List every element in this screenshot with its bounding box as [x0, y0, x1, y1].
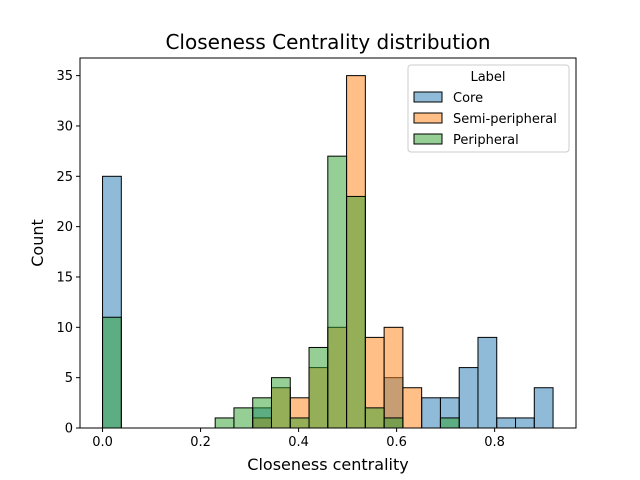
x-tick-label: 0.8: [484, 435, 505, 450]
legend-label-peripheral: Peripheral: [453, 133, 519, 148]
bar-peripheral-bin-12: [327, 155, 348, 429]
legend-title: Label: [470, 70, 505, 85]
legend-swatch-semi-peripheral: [413, 112, 443, 124]
legend-swatch-peripheral: [413, 133, 443, 145]
x-ticks: 0.0 0.2 0.4 0.6 0.8: [92, 428, 505, 450]
x-tick-label: 0.6: [386, 435, 407, 450]
bar-peripheral-bin-14: [364, 407, 385, 429]
bar-peripheral-bin-10: [289, 417, 310, 429]
bar-core-bin-23: [533, 387, 554, 429]
bar-core-bin-19: [458, 367, 479, 429]
bar-peripheral-bin-11: [308, 346, 329, 429]
y-tick-label: 5: [65, 371, 73, 386]
y-tick-label: 25: [56, 170, 73, 185]
bar-peripheral-bin-18: [439, 417, 460, 429]
y-tick-label: 15: [56, 270, 73, 285]
bar-peripheral-bin-6: [214, 417, 235, 429]
plot-frame: [79, 57, 577, 429]
bar-peripheral-bin-0: [102, 316, 122, 429]
legend: Label Core Semi-peripheral Peripheral: [407, 64, 570, 153]
bars-layer: [102, 75, 554, 429]
bar-peripheral-bin-13: [346, 195, 366, 429]
bar-peripheral-bin-8: [252, 397, 272, 429]
bar-core-bin-22: [515, 417, 535, 429]
bar-core-bin-17: [421, 397, 441, 429]
bar-peripheral-bin-15: [383, 417, 404, 429]
y-ticks: 0 5 10 15 20 25 30 35: [56, 69, 80, 437]
legend-swatch-core: [413, 91, 443, 103]
bar-peripheral-bin-7: [233, 407, 254, 429]
bar-core-bin-21: [496, 417, 517, 429]
bar-peripheral-bin-9: [270, 377, 291, 429]
x-tick-label: 0.2: [190, 435, 211, 450]
x-tick-label: 0.0: [92, 435, 113, 450]
bar-core-bin-20: [477, 336, 498, 429]
chart-title: Closeness Centrality distribution: [165, 30, 490, 54]
y-tick-label: 0: [65, 422, 73, 437]
x-axis-label: Closeness centrality: [247, 455, 408, 474]
x-tick-label: 0.4: [288, 435, 309, 450]
legend-box: [407, 64, 570, 153]
bar-semi-peripheral-bin-15: [383, 326, 404, 429]
y-tick-label: 20: [56, 220, 73, 235]
y-axis-label: Count: [28, 219, 47, 267]
legend-label-semi-peripheral: Semi-peripheral: [453, 112, 557, 127]
bar-semi-peripheral-bin-16: [402, 387, 423, 429]
y-tick-label: 35: [56, 69, 73, 84]
y-tick-label: 30: [56, 119, 73, 134]
y-tick-label: 10: [56, 321, 73, 336]
legend-label-core: Core: [453, 91, 483, 106]
